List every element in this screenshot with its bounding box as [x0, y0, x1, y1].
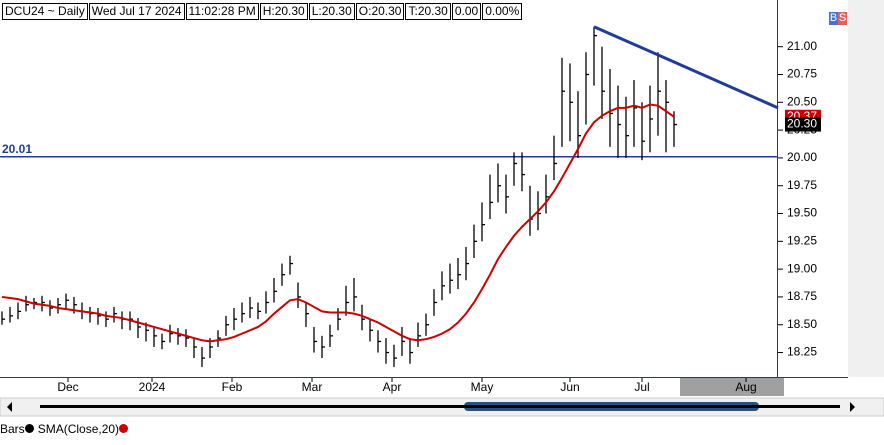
y-tick-label: 20.75	[787, 67, 817, 81]
scroll-right[interactable]	[850, 402, 855, 412]
x-tick-label: 2024	[139, 380, 166, 394]
x-tick-label: May	[471, 380, 494, 394]
series-tab[interactable]: SMA(Close,20)	[37, 422, 129, 436]
future-zone	[680, 378, 784, 396]
header-field: DCU24 ~ Daily	[2, 3, 88, 20]
x-tick-label: Apr	[383, 380, 402, 394]
tab-dot	[24, 424, 34, 433]
y-tick-label: 18.75	[787, 289, 817, 303]
side-panel	[848, 0, 884, 377]
y-tick-label: 18.50	[787, 317, 817, 331]
y-tick-label: 20.00	[787, 150, 817, 164]
y-tick-label: 19.00	[787, 261, 817, 275]
y-tick-label: 19.50	[787, 206, 817, 220]
header-field: T:20.30	[405, 3, 451, 20]
header: DCU24 ~ Daily Wed Jul 17 2024 11:02:28 PM H…	[2, 3, 523, 20]
y-tick-label: 21.00	[787, 39, 817, 53]
x-tick-label: Jun	[560, 380, 579, 394]
header-field: H:20.30	[259, 3, 308, 20]
header-field: L:20.30	[308, 3, 355, 20]
x-tick-label: Feb	[222, 380, 243, 394]
chart: 18.25 18.50 18.75 19.00 19.25 19.50 19.75 20.00…	[0, 0, 884, 420]
y-tick-label: 19.75	[787, 178, 817, 192]
price-tag	[785, 117, 821, 132]
scroll-left[interactable]	[7, 402, 12, 412]
header-field: 11:02:28 PM	[185, 3, 259, 20]
tab-label: SMA(Close,20)	[37, 422, 120, 436]
tab-dot	[119, 424, 129, 433]
header-field: O:20.30	[355, 3, 405, 20]
top-button[interactable]: S	[838, 12, 847, 25]
x-tick-label: Aug	[735, 380, 756, 394]
hline-label: 20.01	[2, 142, 32, 156]
header-field: 0.00%	[482, 3, 523, 20]
x-tick-label: Dec	[57, 380, 78, 394]
sma-line	[1, 103, 675, 343]
price-tag-label: 20.30	[787, 117, 817, 131]
top-button[interactable]: B	[829, 12, 838, 25]
header-field: Wed Jul 17 2024	[88, 3, 185, 20]
series-tab[interactable]: Bars	[0, 422, 34, 436]
y-tick-label: 19.25	[787, 233, 817, 247]
x-tick-label: Jul	[634, 380, 649, 394]
y-tick-label: 18.25	[787, 345, 817, 359]
y-tick-label: 20.50	[787, 94, 817, 108]
tab-label: Bars	[0, 422, 25, 436]
background	[0, 0, 884, 420]
header-field: 0.00	[451, 3, 482, 20]
trendline	[593, 25, 779, 110]
tabs: Bars SMA(Close,20)	[0, 422, 129, 436]
x-tick-label: Mar	[302, 380, 323, 394]
